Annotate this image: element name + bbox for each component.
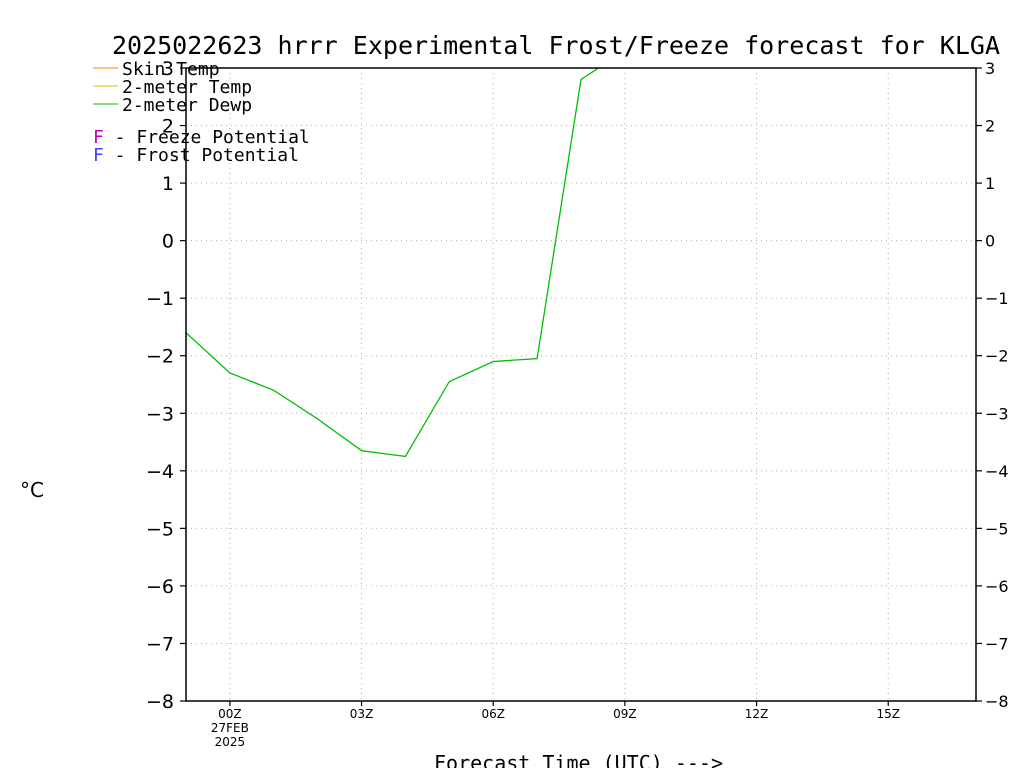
chart-title: 2025022623 hrrr Experimental Frost/Freez… xyxy=(112,31,1000,60)
y-tick-label-right: 0 xyxy=(985,232,995,251)
x-tick-label: 03Z xyxy=(350,707,374,721)
y-tick-label-right: 1 xyxy=(985,174,995,193)
y-tick-label-left: −3 xyxy=(146,403,174,425)
y-tick-label-left: −1 xyxy=(146,288,174,310)
y-tick-label-right: −5 xyxy=(985,519,1009,538)
y-tick-label-right: 3 xyxy=(985,59,995,78)
frost-text: - Frost Potential xyxy=(104,145,299,166)
annotation-freeze-potential: F - Freeze Potential xyxy=(93,127,310,148)
y-tick-label-left: 1 xyxy=(162,173,174,195)
series-line-2m-dewp xyxy=(186,68,600,458)
grid-lines xyxy=(186,68,976,701)
y-tick-label-left: −7 xyxy=(146,633,174,655)
y-tick-label-left: −8 xyxy=(146,691,174,713)
y-tick-label-right: −2 xyxy=(985,347,1009,366)
x-axis-label: Forecast Time (UTC) ---> xyxy=(434,751,723,768)
x-tick-date-label: 27FEB xyxy=(211,721,249,735)
freeze-letter: F xyxy=(93,127,104,148)
frost-letter: F xyxy=(93,145,104,166)
y-tick-label-right: −4 xyxy=(985,462,1009,481)
legend-label-skin-temp: Skin Temp xyxy=(122,59,220,80)
y-axis-right: 3 2 1 0 −1 −2 −3 −4 −5 −6 −7 −8 xyxy=(976,59,1009,711)
series-lines xyxy=(186,68,600,458)
y-tick-label-right: −7 xyxy=(985,634,1009,653)
x-tick-label: 00Z xyxy=(218,707,242,721)
y-tick-label-right: −1 xyxy=(985,289,1009,308)
annotation-frost-potential: F - Frost Potential xyxy=(93,145,299,166)
y-tick-label-right: 2 xyxy=(985,117,995,136)
y-tick-label-right: −6 xyxy=(985,577,1009,596)
plot-frame xyxy=(185,67,977,702)
y-tick-label-left: −4 xyxy=(146,461,174,483)
y-tick-label-right: −8 xyxy=(985,692,1009,711)
y-tick-label-left: 3 xyxy=(162,58,174,80)
x-tick-year-label: 2025 xyxy=(215,735,246,749)
legend-label-2m-dewp: 2-meter Dewp xyxy=(122,95,252,116)
y-tick-label-right: −3 xyxy=(985,404,1009,423)
y-tick-label-left: −5 xyxy=(146,518,174,540)
x-tick-label: 15Z xyxy=(876,707,900,721)
y-tick-label-left: 0 xyxy=(162,231,174,253)
x-tick-label: 09Z xyxy=(613,707,637,721)
x-tick-label: 06Z xyxy=(481,707,505,721)
x-tick-label: 12Z xyxy=(745,707,769,721)
y-axis-label: °C xyxy=(20,478,44,502)
legend-label-2m-temp: 2-meter Temp xyxy=(122,77,252,98)
y-tick-label-left: 2 xyxy=(162,116,174,138)
y-tick-label-left: −6 xyxy=(146,576,174,598)
y-axis-left: 3 2 1 0 −1 −2 −3 −4 −5 −6 −7 −8 xyxy=(146,58,186,713)
y-tick-label-left: −2 xyxy=(146,346,174,368)
legend: Skin Temp 2-meter Temp 2-meter Dewp F - … xyxy=(93,59,310,166)
freeze-text: - Freeze Potential xyxy=(104,127,310,148)
